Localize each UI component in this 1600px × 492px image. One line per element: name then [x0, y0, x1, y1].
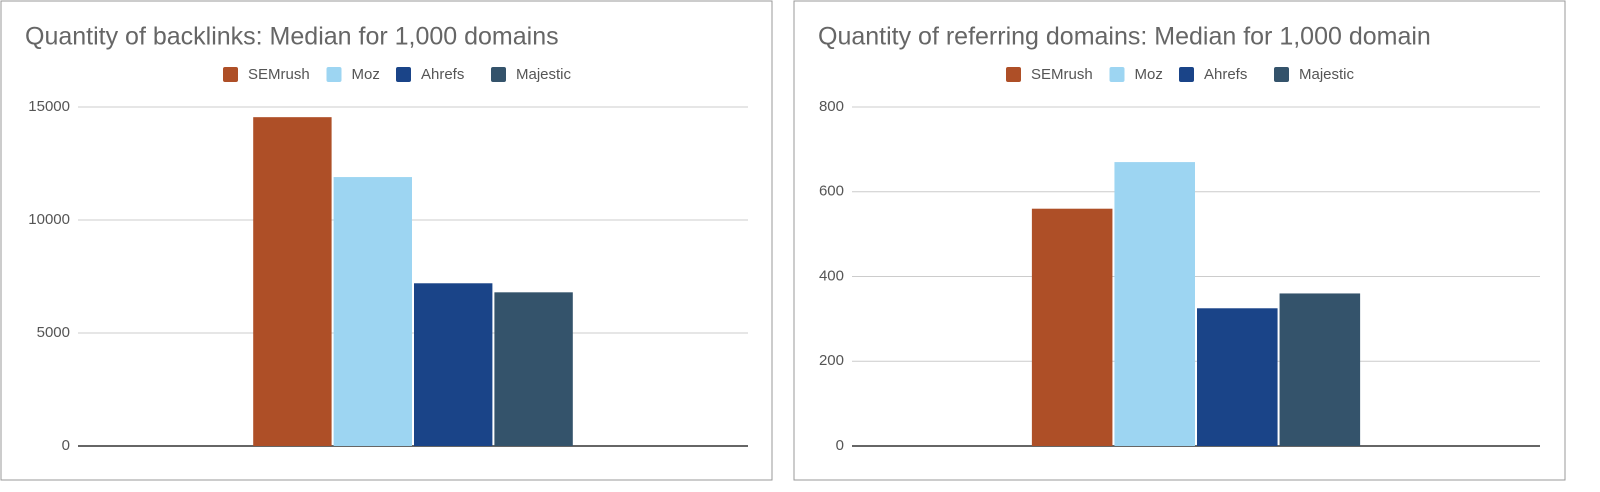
legend-swatch	[1274, 67, 1289, 82]
panel-border	[0, 0, 773, 481]
legend-swatch	[396, 67, 411, 82]
y-tick-label: 0	[836, 437, 844, 454]
y-tick-label: 15000	[28, 98, 70, 115]
y-tick-label: 600	[819, 183, 844, 200]
legend-swatch	[326, 67, 342, 82]
legend-label: SEMrush	[1031, 66, 1093, 83]
legend-label: SEMrush	[248, 66, 310, 83]
y-tick-label: 400	[819, 267, 844, 284]
y-tick-label: 0	[62, 437, 70, 454]
y-tick-label: 200	[819, 352, 844, 369]
legend-label: Majestic	[516, 66, 572, 83]
bar	[1114, 162, 1195, 446]
y-tick-label: 5000	[37, 324, 70, 341]
y-tick-label: 10000	[28, 211, 70, 228]
chart-title: Quantity of backlinks: Median for 1,000 …	[25, 23, 559, 51]
legend-swatch	[1179, 67, 1194, 82]
panel-border	[793, 0, 1566, 481]
bar	[494, 292, 573, 446]
legend-label: Majestic	[1299, 66, 1355, 83]
chart-panel: Quantity of backlinks: Median for 1,000 …	[0, 0, 773, 481]
legend-label: Ahrefs	[1204, 66, 1247, 83]
chart-panel: Quantity of referring domains: Median fo…	[793, 0, 1566, 481]
bar	[1031, 208, 1113, 446]
legend-swatch	[1109, 67, 1125, 82]
legend-swatch	[223, 67, 238, 82]
legend-label: Ahrefs	[421, 66, 464, 83]
legend-label: Moz	[352, 66, 380, 83]
legend-swatch	[1006, 67, 1021, 82]
y-tick-label: 800	[819, 98, 844, 115]
legend-swatch	[491, 67, 506, 82]
bar	[414, 283, 493, 446]
bar	[1197, 308, 1278, 446]
bar	[253, 117, 332, 447]
bar	[1279, 293, 1361, 446]
chart-title: Quantity of referring domains: Median fo…	[818, 23, 1431, 51]
bar	[333, 177, 412, 446]
legend-label: Moz	[1135, 66, 1163, 83]
